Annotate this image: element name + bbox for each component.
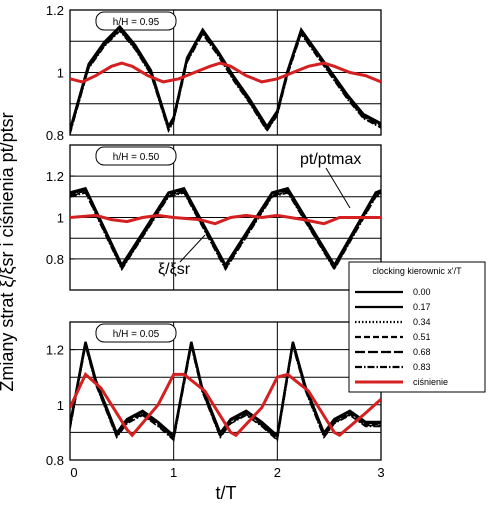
panel-label: h/H = 0.50 [113,152,160,163]
series-loss-1 [70,25,381,131]
series-loss-5 [70,29,381,135]
x-tick-label: 0 [70,465,77,480]
panel-label-box [95,323,177,343]
y-tick-label: 0.8 [46,252,64,267]
x-axis-title: t/T [216,483,237,503]
panel-label-box [95,146,177,166]
x-tick-label: 1 [170,465,177,480]
y-tick-label: 1 [57,66,64,81]
legend-entry: 0.00 [413,287,431,297]
y-tick-label: 1 [57,211,64,226]
y-tick-label: 1 [57,398,64,413]
chart-annotations: pt/ptmax ξ/ξsr [158,151,361,278]
annotation-pressure-leader [325,167,351,209]
y-tick-label: 1.2 [46,343,64,358]
legend-entry: 0.83 [413,362,431,372]
annotation-pressure-max: pt/ptmax [300,151,361,168]
series-pressure [70,213,381,226]
series-pressure [70,371,381,438]
y-tick-label: 1.2 [46,169,64,184]
panel-0: 0.8 1 1.2 h/H = 0.95 [46,3,382,143]
panel-label: h/H = 0.95 [113,17,160,28]
series-loss-5 [70,191,381,272]
series-pressure [70,61,381,84]
legend-box [348,261,486,393]
legend-entry: 0.34 [413,317,431,327]
series-loss-4 [70,28,381,134]
panel-frame [69,321,382,461]
legend-title: clocking kierownic x'/T [372,266,462,276]
panel-1: 0.8 1 1.2 h/H = 0.50 [46,144,382,291]
annotation-loss-leader [179,234,206,263]
legend-entry: ciśnienie [413,377,448,387]
panel-label: h/H = 0.05 [113,329,160,340]
series-loss-5 [70,346,381,442]
legend-entry: 0.51 [413,332,431,342]
x-tick-label: 3 [377,465,384,480]
legend: clocking kierownic x'/T 0.00 0.17 0.34 0.51 0… [348,261,486,393]
panel-label-box [95,11,177,31]
y-tick-label: 0.8 [46,453,64,468]
y-axis-title: Zmiany strat ξ/ξsr i ciśnienia pt/ptsr [0,112,17,391]
legend-entry: 0.17 [413,302,431,312]
series-loss-2 [70,189,381,269]
series-loss-1 [70,187,381,269]
series-loss-3 [70,28,381,133]
panel-2: 0.8 1 1.2 h/H = 0.05 [46,321,382,468]
x-tick-label: 2 [274,465,281,480]
y-tick-label: 0.8 [46,128,64,143]
annotation-loss: ξ/ξsr [158,261,191,278]
legend-entry: 0.68 [413,347,431,357]
chart-panels: 0.8 1 1.2 h/H = 0.95 0.8 1 1.2 h/H = 0.50 0.8 1 1.… [46,3,385,480]
y-tick-label: 1.2 [46,3,64,18]
